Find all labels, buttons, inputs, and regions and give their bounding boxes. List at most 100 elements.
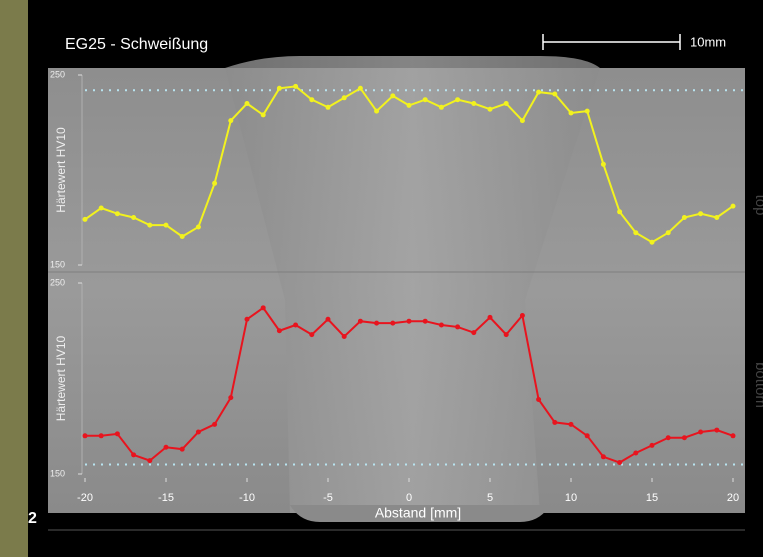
data-point [147,223,152,228]
x-axis-label: Abstand [mm] [375,505,461,521]
data-point [650,443,655,448]
data-point [83,217,88,222]
data-point [164,223,169,228]
y-axis-label: Härtewert HV10 [54,127,68,213]
data-point [115,211,120,216]
data-point [698,429,703,434]
data-point [228,395,233,400]
x-tick-label: 0 [406,492,412,504]
data-point [552,92,557,97]
data-point [471,330,476,335]
data-point [520,118,525,123]
data-point [293,84,298,89]
data-point [423,319,428,324]
data-point [99,433,104,438]
x-tick-label: -15 [158,492,174,504]
data-point [731,433,736,438]
y-axis-label: Härtewert HV10 [54,335,68,421]
data-point [633,230,638,235]
data-point [390,93,395,98]
data-point [488,315,493,320]
data-point [277,328,282,333]
data-point [439,323,444,328]
data-point [261,305,266,310]
y-tick-label: 150 [50,468,65,478]
data-point [569,111,574,116]
data-point [164,445,169,450]
data-point [261,112,266,117]
data-point [342,334,347,339]
data-point [83,433,88,438]
data-point [682,215,687,220]
data-point [666,230,671,235]
x-tick-label: 20 [727,492,739,504]
data-point [617,209,622,214]
x-tick-label: 5 [487,492,493,504]
data-point [374,321,379,326]
page: EG25 - Schweißung 10mm 2 150250Härtewert… [0,0,763,557]
data-point [131,452,136,457]
data-point [455,324,460,329]
data-point [407,103,412,108]
x-tick-label: -10 [239,492,255,504]
data-point [212,181,217,186]
data-point [326,105,331,110]
data-point [488,107,493,112]
data-point [536,90,541,95]
data-point [309,97,314,102]
chart-title: EG25 - Schweißung [65,36,208,53]
data-point [342,95,347,100]
data-point [504,101,509,106]
data-point [569,422,574,427]
figure: EG25 - Schweißung 10mm 2 150250Härtewert… [0,0,763,557]
side-strip [0,0,28,557]
x-tick-label: -5 [323,492,333,504]
data-point [536,397,541,402]
data-point [293,323,298,328]
figure-number: 2 [28,510,37,527]
data-point [633,450,638,455]
data-point [650,240,655,245]
data-point [714,428,719,433]
data-point [731,204,736,209]
x-tick-label: -20 [77,492,93,504]
data-point [471,101,476,106]
data-point [714,215,719,220]
data-point [407,319,412,324]
data-point [374,109,379,114]
y-tick-label: 250 [50,69,65,79]
data-point [423,97,428,102]
data-point [212,422,217,427]
data-point [585,433,590,438]
data-point [147,458,152,463]
data-point [309,332,314,337]
data-point [666,435,671,440]
data-point [455,97,460,102]
data-point [326,317,331,322]
y-tick-label: 250 [50,277,65,287]
data-point [552,420,557,425]
data-point [520,313,525,318]
panel-label: bottom [752,362,763,408]
data-point [358,319,363,324]
data-point [358,86,363,91]
data-point [180,447,185,452]
data-point [245,317,250,322]
data-point [277,86,282,91]
data-point [601,162,606,167]
data-point [617,460,622,465]
data-point [131,215,136,220]
data-point [115,431,120,436]
panel-label: top [752,195,763,216]
data-point [196,429,201,434]
data-point [601,454,606,459]
x-tick-label: 10 [565,492,577,504]
data-point [390,321,395,326]
y-tick-label: 150 [50,259,65,269]
data-point [196,225,201,230]
data-point [228,118,233,123]
data-point [504,332,509,337]
data-point [180,234,185,239]
x-tick-label: 15 [646,492,658,504]
data-point [682,435,687,440]
